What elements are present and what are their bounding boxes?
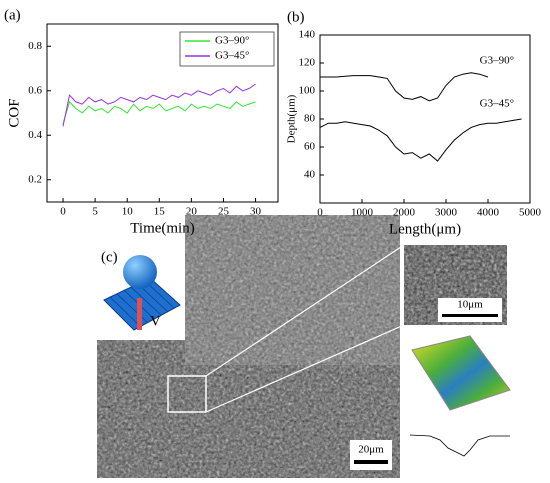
- x-axis-title: Time(min): [130, 220, 194, 236]
- panel-label: (b): [287, 9, 305, 25]
- scale-label: 10μm: [457, 299, 483, 311]
- y-tick-label: 0.4: [28, 129, 42, 141]
- x-tick-label: 20: [186, 206, 198, 218]
- x-axis-title: Length(μm): [389, 221, 461, 237]
- inset-label: V: [150, 313, 161, 329]
- series-line: [319, 118, 522, 162]
- series-label: G3–90°: [480, 55, 514, 67]
- y-axis-title: COF: [6, 98, 22, 127]
- x-tick-label: 0: [317, 207, 323, 219]
- y-tick-label: 0.2: [28, 173, 42, 185]
- y-tick-label: 100: [299, 85, 316, 97]
- ball: [123, 255, 157, 289]
- x-tick-label: 25: [218, 206, 230, 218]
- panel-label: (c): [101, 249, 118, 265]
- x-tick-label: 10: [122, 206, 134, 218]
- x-tick-label: 1000: [351, 207, 374, 219]
- panel-label: (a): [4, 7, 21, 23]
- scale-bar: [442, 314, 498, 317]
- arrow: [137, 298, 142, 330]
- surface-3d: [411, 335, 511, 411]
- series-line: [320, 72, 489, 102]
- y-tick-label: 0.8: [28, 40, 42, 52]
- scale-bg: [438, 298, 502, 322]
- series-label: G3–45°: [480, 98, 514, 110]
- legend-label: G3–45°: [215, 50, 249, 62]
- x-tick-label: 3000: [435, 207, 458, 219]
- plot-frame: [46, 23, 279, 203]
- x-tick-label: 30: [250, 206, 262, 218]
- y-tick-label: 120: [299, 57, 316, 69]
- scale-bg: [350, 440, 392, 470]
- y-axis-title: Depth(μm): [286, 94, 298, 143]
- y-tick-label: 140: [299, 29, 316, 41]
- scale-label: 20μm: [358, 444, 384, 456]
- series-line: [62, 100, 256, 125]
- x-tick-label: 4000: [477, 207, 500, 219]
- x-tick-label: 5: [92, 206, 98, 218]
- x-tick-label: 15: [154, 206, 166, 218]
- y-tick-label: 60: [304, 141, 316, 153]
- sem-panel: V 20μm 10μm (c): [97, 215, 511, 478]
- profile: [409, 434, 510, 457]
- legend-box: [179, 31, 275, 67]
- y-tick-label: 80: [304, 113, 316, 125]
- sem-light-area: [185, 215, 400, 365]
- x-tick-label: 2000: [393, 207, 416, 219]
- legend-label: G3–90°: [215, 35, 249, 47]
- scale-bar: [354, 460, 388, 464]
- y-tick-label: 40: [304, 169, 316, 181]
- zoom-line: [205, 244, 405, 377]
- series-line: [62, 83, 256, 127]
- x-tick-label: 0: [60, 206, 66, 218]
- zoom-line: [205, 324, 405, 413]
- y-tick-label: 0.6: [28, 84, 42, 96]
- x-tick-label: 5000: [519, 207, 542, 219]
- zoom-box: [167, 375, 207, 413]
